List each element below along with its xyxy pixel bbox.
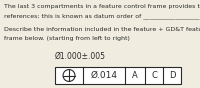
Text: Ø.014: Ø.014 xyxy=(90,71,118,80)
Text: A: A xyxy=(132,71,138,80)
Text: Ø1.000±.005: Ø1.000±.005 xyxy=(55,52,106,61)
Text: frame below. (starting from left to right): frame below. (starting from left to righ… xyxy=(4,36,130,41)
Text: The last 3 compartments in a feature control frame provides the datum: The last 3 compartments in a feature con… xyxy=(4,4,200,9)
Text: C: C xyxy=(151,71,157,80)
Text: references; this is known as datum order of ___________________________.: references; this is known as datum order… xyxy=(4,13,200,19)
Bar xyxy=(55,67,181,84)
Text: D: D xyxy=(169,71,175,80)
Text: Describe the information included in the feature + GD&T feature control: Describe the information included in the… xyxy=(4,27,200,32)
